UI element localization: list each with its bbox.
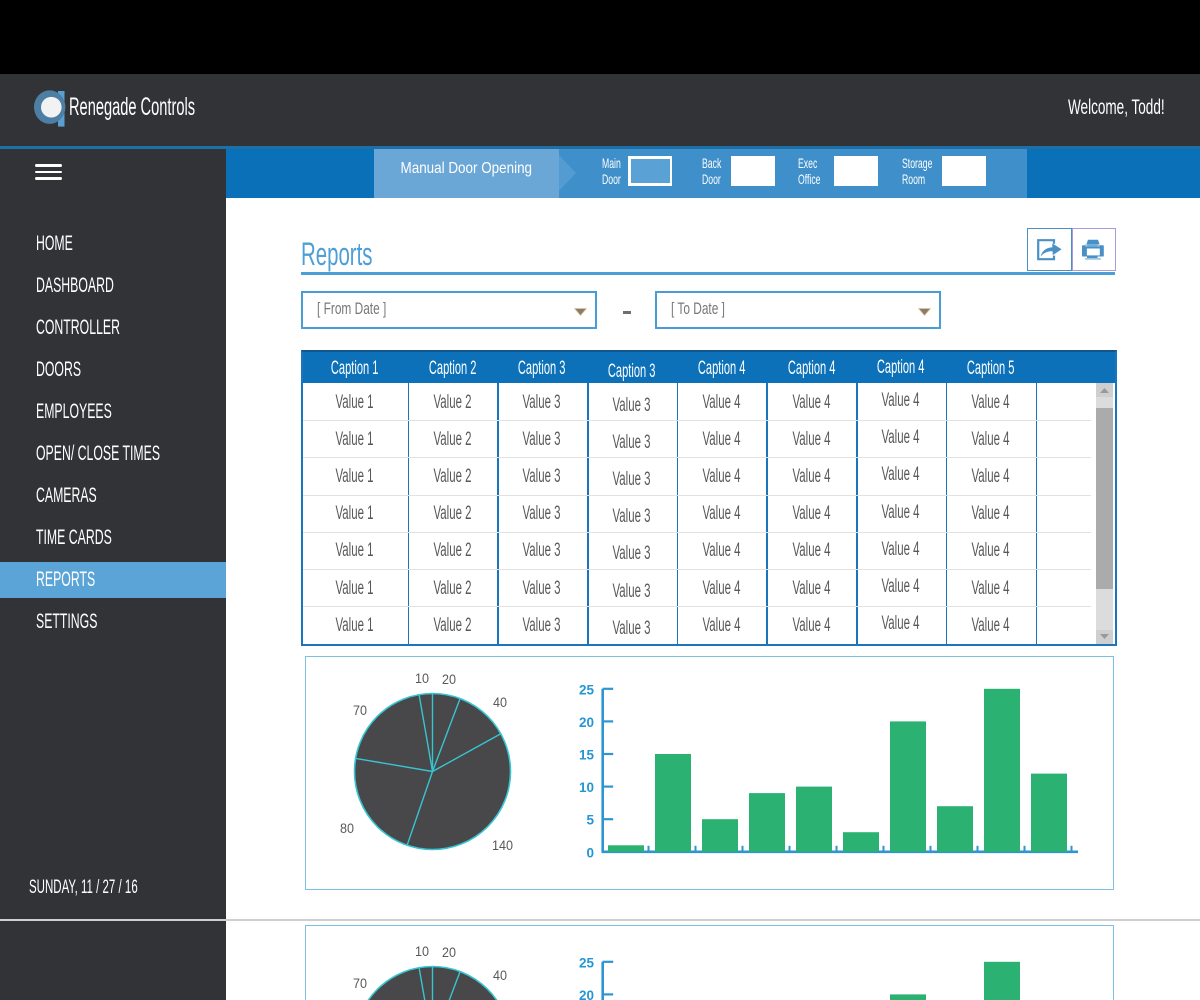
svg-text:20: 20 xyxy=(442,944,456,960)
svg-text:10: 10 xyxy=(415,943,429,959)
svg-text:70: 70 xyxy=(353,975,367,991)
svg-text:10: 10 xyxy=(415,670,429,686)
svg-text:70: 70 xyxy=(353,702,367,718)
svg-text:20: 20 xyxy=(442,671,456,687)
svg-text:40: 40 xyxy=(493,967,507,983)
svg-text:40: 40 xyxy=(493,694,507,710)
svg-text:140: 140 xyxy=(492,837,513,853)
svg-text:25: 25 xyxy=(579,682,595,697)
svg-text:5: 5 xyxy=(586,813,594,828)
svg-text:20: 20 xyxy=(579,988,594,1000)
svg-text:20: 20 xyxy=(579,715,594,730)
svg-text:10: 10 xyxy=(579,780,594,795)
svg-text:80: 80 xyxy=(340,820,354,836)
svg-text:0: 0 xyxy=(586,845,594,860)
svg-text:15: 15 xyxy=(579,748,595,763)
svg-text:25: 25 xyxy=(579,955,595,970)
